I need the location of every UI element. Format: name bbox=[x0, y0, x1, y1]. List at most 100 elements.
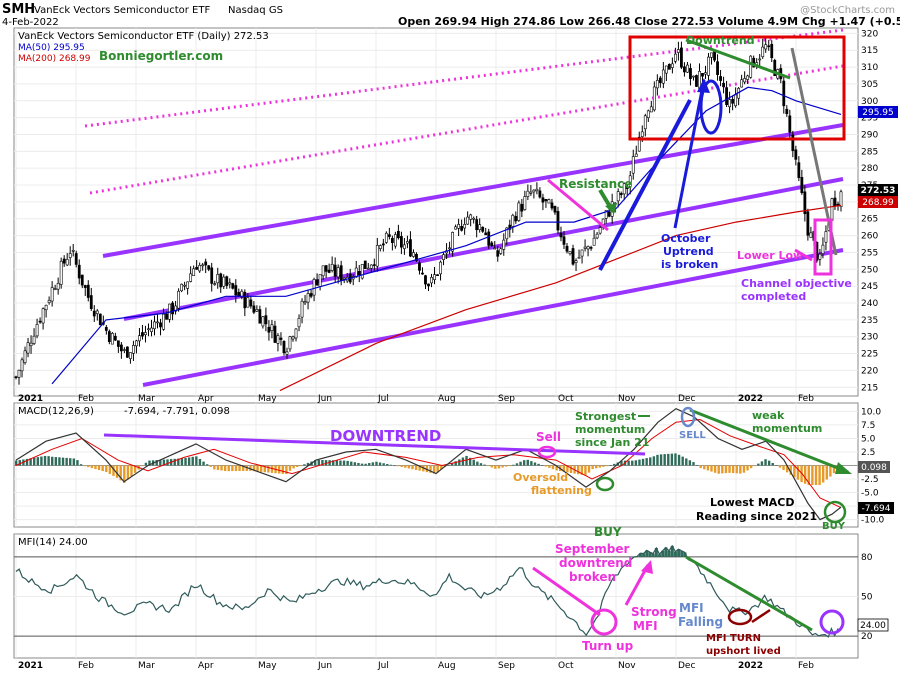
macd-hist-bar bbox=[432, 465, 436, 474]
candle bbox=[562, 231, 566, 250]
price-tick-label: 240 bbox=[861, 299, 878, 309]
mfi-overbought-fill bbox=[654, 547, 658, 557]
candle bbox=[677, 41, 680, 61]
macd-hist-bar bbox=[569, 465, 573, 473]
macd-label-lowest: Lowest MACD bbox=[710, 496, 795, 509]
macd-hist-bar bbox=[501, 465, 504, 468]
macd-hist-bar bbox=[202, 461, 205, 466]
candle bbox=[92, 305, 96, 322]
macd-hist-bar bbox=[141, 465, 144, 467]
candle bbox=[234, 279, 238, 303]
candle bbox=[824, 225, 828, 251]
mfi-overbought-fill bbox=[642, 553, 646, 557]
macd-hist-bar bbox=[378, 462, 382, 466]
candle bbox=[478, 218, 482, 233]
candle bbox=[634, 145, 638, 157]
macd-hist-bar bbox=[177, 458, 180, 466]
x-tick-label: Feb bbox=[798, 661, 814, 671]
macd-hist-bar bbox=[404, 465, 407, 468]
mfi-overbought-fill bbox=[661, 550, 665, 557]
macd-hist-bar bbox=[450, 463, 454, 466]
candle bbox=[357, 265, 361, 283]
candle bbox=[336, 264, 340, 284]
macd-hist-bar bbox=[115, 465, 119, 478]
candle bbox=[381, 238, 385, 252]
macd-hist-bar bbox=[173, 458, 176, 466]
macd-hist-bar bbox=[540, 465, 544, 466]
macd-hist-bar bbox=[54, 457, 58, 466]
candle bbox=[637, 131, 641, 152]
candle bbox=[74, 250, 78, 268]
candle bbox=[324, 265, 328, 279]
candle bbox=[746, 74, 750, 84]
macd-label-weak-momentum: momentum bbox=[752, 422, 822, 435]
candle bbox=[279, 332, 283, 346]
candle bbox=[225, 275, 229, 289]
candle bbox=[758, 53, 762, 67]
candle bbox=[433, 266, 436, 285]
macd-hist-bar bbox=[368, 463, 371, 466]
macd-hist-bar bbox=[631, 460, 634, 466]
macd-hist-bar bbox=[256, 465, 259, 472]
price-tick-label: 220 bbox=[861, 366, 878, 376]
candle bbox=[643, 113, 647, 137]
macd-hist-bar bbox=[742, 465, 746, 473]
legend-ma200: MA(200) 268.99 bbox=[18, 54, 91, 64]
macd-label-flattening: flattening bbox=[531, 484, 592, 497]
x-tick-label: Aug bbox=[438, 661, 456, 671]
candle bbox=[390, 235, 394, 251]
macd-hist-bar bbox=[249, 465, 252, 471]
candle bbox=[282, 340, 286, 356]
candle bbox=[135, 339, 138, 354]
macd-annotations: MACD(12,26,9) -7.694, -7.791, 0.098 DOWN… bbox=[18, 406, 852, 532]
macd-hist-bar bbox=[649, 457, 652, 466]
candle bbox=[372, 258, 376, 271]
candle bbox=[728, 91, 731, 114]
macd-hist-bar bbox=[393, 465, 396, 467]
macd-hist-bar bbox=[504, 465, 508, 467]
candle bbox=[32, 328, 36, 346]
price-tick-label: 245 bbox=[861, 282, 878, 292]
candle bbox=[667, 63, 671, 70]
macd-hist-bar bbox=[191, 456, 194, 466]
macd-hist-bar bbox=[72, 458, 76, 466]
macd-hist-bar bbox=[724, 465, 728, 474]
macd-hist-bar bbox=[775, 465, 778, 466]
candle bbox=[23, 346, 27, 365]
macd-hist-bar bbox=[638, 459, 641, 466]
candle bbox=[664, 65, 668, 82]
candle bbox=[704, 65, 707, 79]
macd-hist-bar bbox=[209, 465, 212, 467]
candle bbox=[50, 281, 54, 307]
x-tick-label: Aug bbox=[438, 394, 456, 404]
candle bbox=[451, 231, 454, 257]
macd-hist-bar bbox=[710, 465, 713, 472]
macd-hist-bar bbox=[699, 465, 702, 469]
x-tick-label: 2021 bbox=[18, 661, 43, 671]
x-tick-label: May bbox=[258, 661, 277, 671]
macd-tick-label: 7.5 bbox=[861, 421, 875, 431]
x-tick-label: Jun bbox=[317, 661, 332, 671]
macd-hist-bar bbox=[465, 455, 468, 466]
candle bbox=[378, 244, 382, 252]
candle bbox=[764, 36, 768, 53]
macd-hist-bar bbox=[739, 465, 742, 474]
macd-hist-bar bbox=[292, 465, 295, 469]
candle bbox=[59, 257, 63, 289]
macd-hist-bar bbox=[396, 465, 400, 467]
candle bbox=[56, 277, 60, 295]
candle bbox=[481, 226, 485, 233]
macd-hist-bar bbox=[198, 458, 202, 466]
macd-hist-bar bbox=[764, 459, 767, 466]
candle bbox=[646, 109, 650, 123]
macd-hist-bar bbox=[76, 460, 79, 466]
price-tick-label: 320 bbox=[861, 29, 878, 39]
candle bbox=[300, 298, 304, 324]
candle bbox=[291, 335, 295, 342]
macd-hist-bar bbox=[811, 465, 814, 485]
macd-label-reading: Reading since 2021 bbox=[696, 510, 817, 523]
candle bbox=[541, 193, 545, 211]
macd-hist-bar bbox=[440, 465, 443, 470]
candle bbox=[559, 226, 563, 242]
macd-hist-bar bbox=[703, 465, 706, 470]
